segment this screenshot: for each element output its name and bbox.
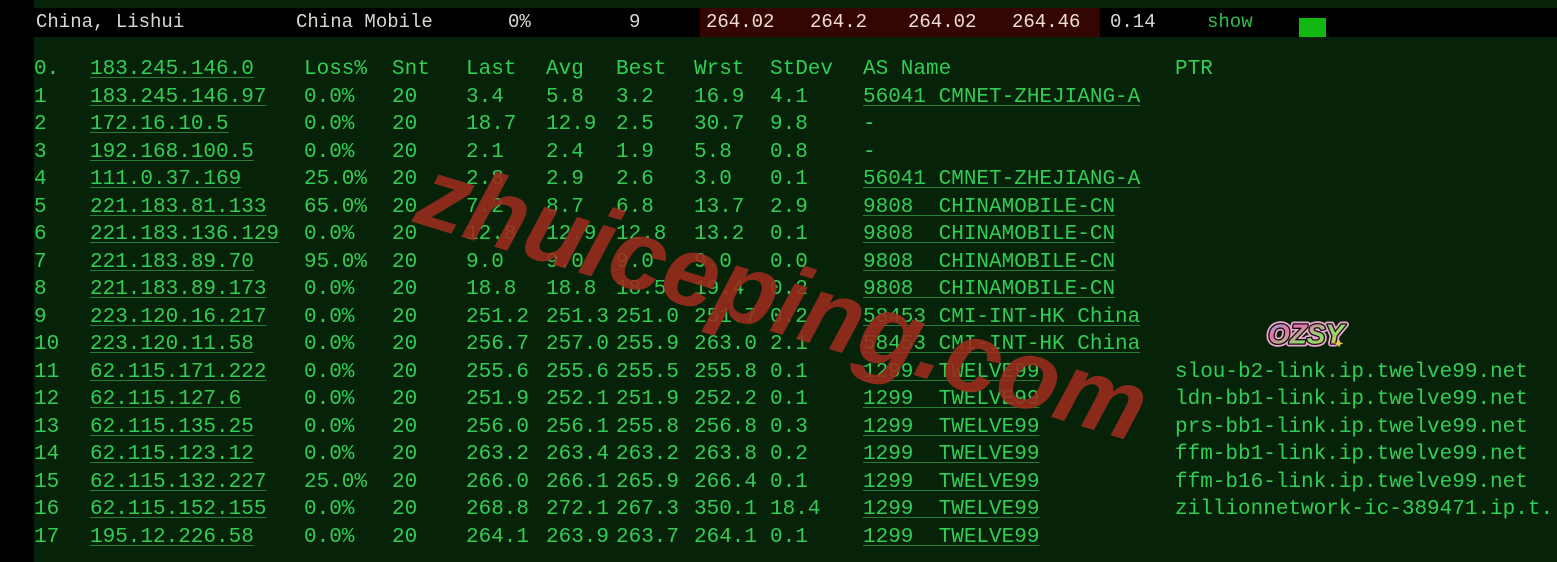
svg-text:OZSY: OZSY <box>1268 319 1346 350</box>
